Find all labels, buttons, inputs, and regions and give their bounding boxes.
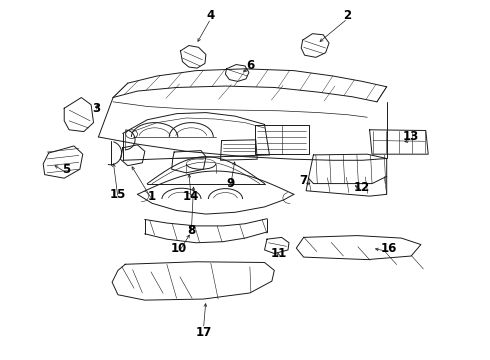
- Text: 7: 7: [299, 174, 308, 186]
- Text: 6: 6: [246, 59, 254, 72]
- Text: 13: 13: [403, 130, 419, 144]
- Text: 3: 3: [92, 102, 100, 115]
- Text: 9: 9: [226, 177, 235, 190]
- Text: 8: 8: [187, 224, 196, 237]
- Text: 2: 2: [343, 9, 352, 22]
- Text: 1: 1: [148, 190, 156, 203]
- Text: 17: 17: [196, 326, 212, 339]
- Text: 10: 10: [171, 242, 187, 255]
- Text: 5: 5: [63, 163, 71, 176]
- Text: 12: 12: [354, 181, 370, 194]
- Text: 11: 11: [271, 247, 287, 260]
- Text: 15: 15: [110, 188, 126, 201]
- Text: 4: 4: [207, 9, 215, 22]
- Text: 16: 16: [381, 242, 397, 255]
- Text: 14: 14: [183, 190, 199, 203]
